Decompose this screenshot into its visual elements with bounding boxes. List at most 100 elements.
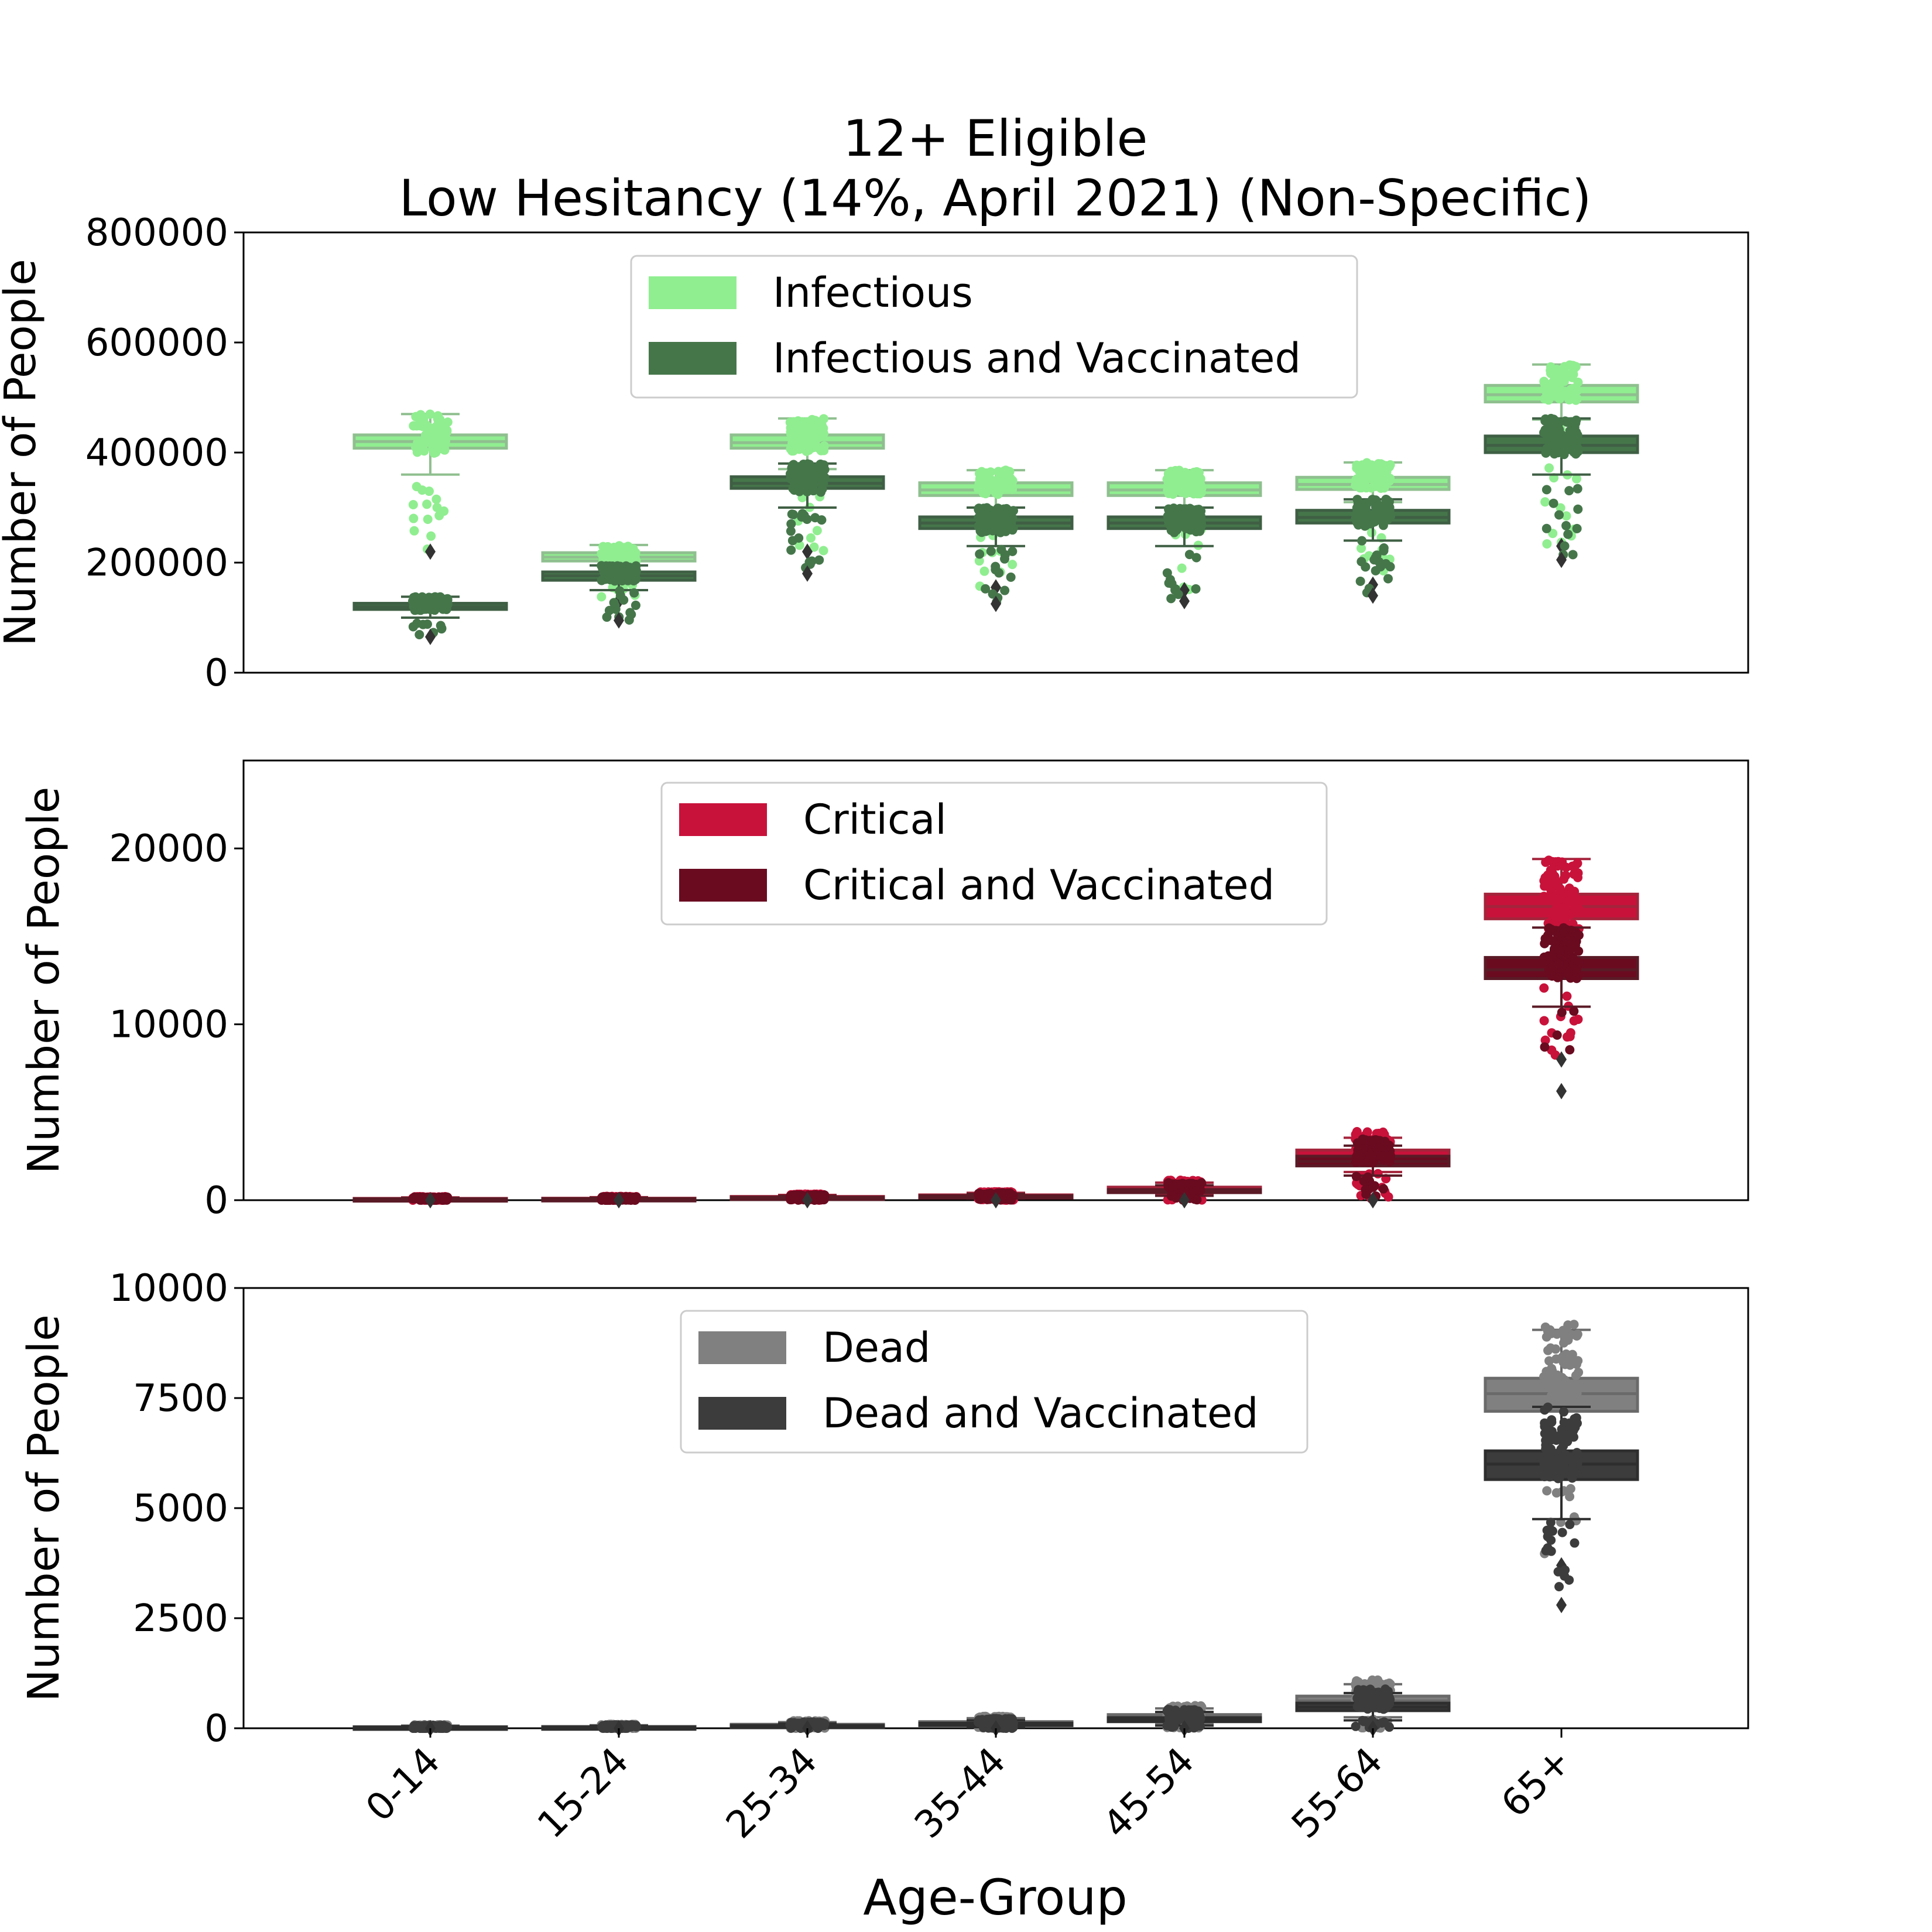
data-point (794, 540, 804, 550)
legend-label: Dead and Vaccinated (823, 1389, 1258, 1437)
data-point (1543, 1543, 1553, 1553)
data-point (441, 433, 451, 443)
data-point (1352, 460, 1362, 470)
data-point (605, 561, 615, 571)
legend-label: Critical (803, 796, 947, 844)
data-point (786, 526, 796, 536)
data-point (1195, 474, 1205, 484)
box-1-15-24 (541, 1192, 697, 1208)
outlier-marker (991, 595, 1001, 612)
data-point (1378, 1699, 1388, 1709)
legend-swatch (698, 1397, 786, 1430)
strip-points (597, 561, 641, 625)
data-point (979, 566, 989, 576)
outlier-marker (1179, 592, 1190, 609)
data-point (424, 487, 434, 496)
y-tick-label: 2500 (133, 1597, 228, 1640)
box-1-65+ (1484, 413, 1639, 568)
y-tick-label: 7500 (133, 1377, 228, 1420)
data-point (1553, 1567, 1563, 1577)
data-point (1552, 1329, 1562, 1339)
data-point (1563, 1352, 1573, 1362)
y-tick-label: 5000 (133, 1487, 228, 1530)
data-point (1186, 1179, 1195, 1188)
data-point (1546, 1517, 1556, 1527)
data-point (426, 531, 436, 541)
data-point (1566, 1464, 1576, 1474)
data-point (1561, 437, 1571, 447)
outlier-marker (614, 612, 624, 629)
data-point (1541, 857, 1551, 867)
data-point (983, 525, 993, 535)
strip-points (1162, 503, 1207, 604)
outlier-marker (1556, 1597, 1567, 1614)
data-point (422, 619, 432, 629)
y-tick-label: 10000 (109, 1003, 228, 1047)
legend-box (660, 782, 1328, 926)
data-point (1540, 1035, 1550, 1045)
data-point (1562, 991, 1572, 1001)
data-point (1553, 972, 1563, 982)
data-point (1182, 519, 1192, 529)
data-point (1556, 1466, 1566, 1476)
legend: Infectious Infectious and Vaccinated (630, 255, 1358, 399)
data-point (1554, 960, 1564, 970)
data-point (597, 592, 607, 602)
data-point (806, 533, 816, 543)
data-point (1166, 508, 1176, 518)
legend: Critical Critical and Vaccinated (660, 782, 1328, 926)
data-point (1557, 1527, 1567, 1537)
data-point (1540, 938, 1550, 948)
box-0-0-14 (352, 409, 508, 560)
data-point (1372, 503, 1382, 513)
data-point (1573, 484, 1582, 494)
data-point (988, 516, 998, 526)
data-point (1562, 1327, 1572, 1337)
strip-points (408, 592, 453, 640)
box-1-25-34 (729, 1717, 885, 1736)
data-point (995, 481, 1005, 491)
strip-points (1351, 495, 1395, 598)
data-point (1569, 1016, 1579, 1026)
data-point (1558, 903, 1568, 913)
data-point (974, 1188, 984, 1198)
data-point (1573, 872, 1582, 882)
data-point (1165, 479, 1175, 489)
data-point (1351, 475, 1361, 485)
data-point (999, 466, 1009, 476)
strip-points (408, 409, 453, 554)
data-point (1545, 1325, 1555, 1335)
data-point (1547, 925, 1557, 935)
data-point (814, 555, 824, 565)
data-point (1574, 1368, 1584, 1378)
data-point (1544, 1356, 1554, 1366)
data-point (1573, 377, 1583, 387)
legend-box (680, 1310, 1308, 1454)
data-point (787, 536, 797, 546)
data-point (1559, 365, 1569, 375)
data-point (1352, 518, 1362, 527)
data-point (1383, 574, 1393, 584)
data-point (1572, 931, 1582, 941)
data-point (1181, 1706, 1191, 1716)
box-1-45-54 (1107, 503, 1262, 609)
data-point (974, 556, 984, 566)
legend-label: Infectious (773, 269, 973, 317)
data-point (1561, 520, 1571, 530)
data-point (1543, 392, 1553, 402)
data-point (1374, 515, 1384, 525)
data-point (1555, 883, 1565, 893)
data-point (1352, 1156, 1362, 1166)
panel-infectious: 0 200000 400000 600000 800000 Number of Peopl… (0, 211, 1749, 695)
data-point (441, 604, 451, 614)
strip-points (1539, 413, 1583, 560)
legend-label: Infectious and Vaccinated (773, 334, 1301, 382)
data-point (1544, 463, 1554, 473)
data-point (1566, 1456, 1575, 1466)
data-point (1379, 1717, 1389, 1727)
data-point (1008, 560, 1018, 570)
data-point (1197, 1179, 1207, 1188)
data-point (409, 526, 419, 536)
outlier-marker (802, 565, 813, 582)
strip-points (1162, 1705, 1205, 1733)
